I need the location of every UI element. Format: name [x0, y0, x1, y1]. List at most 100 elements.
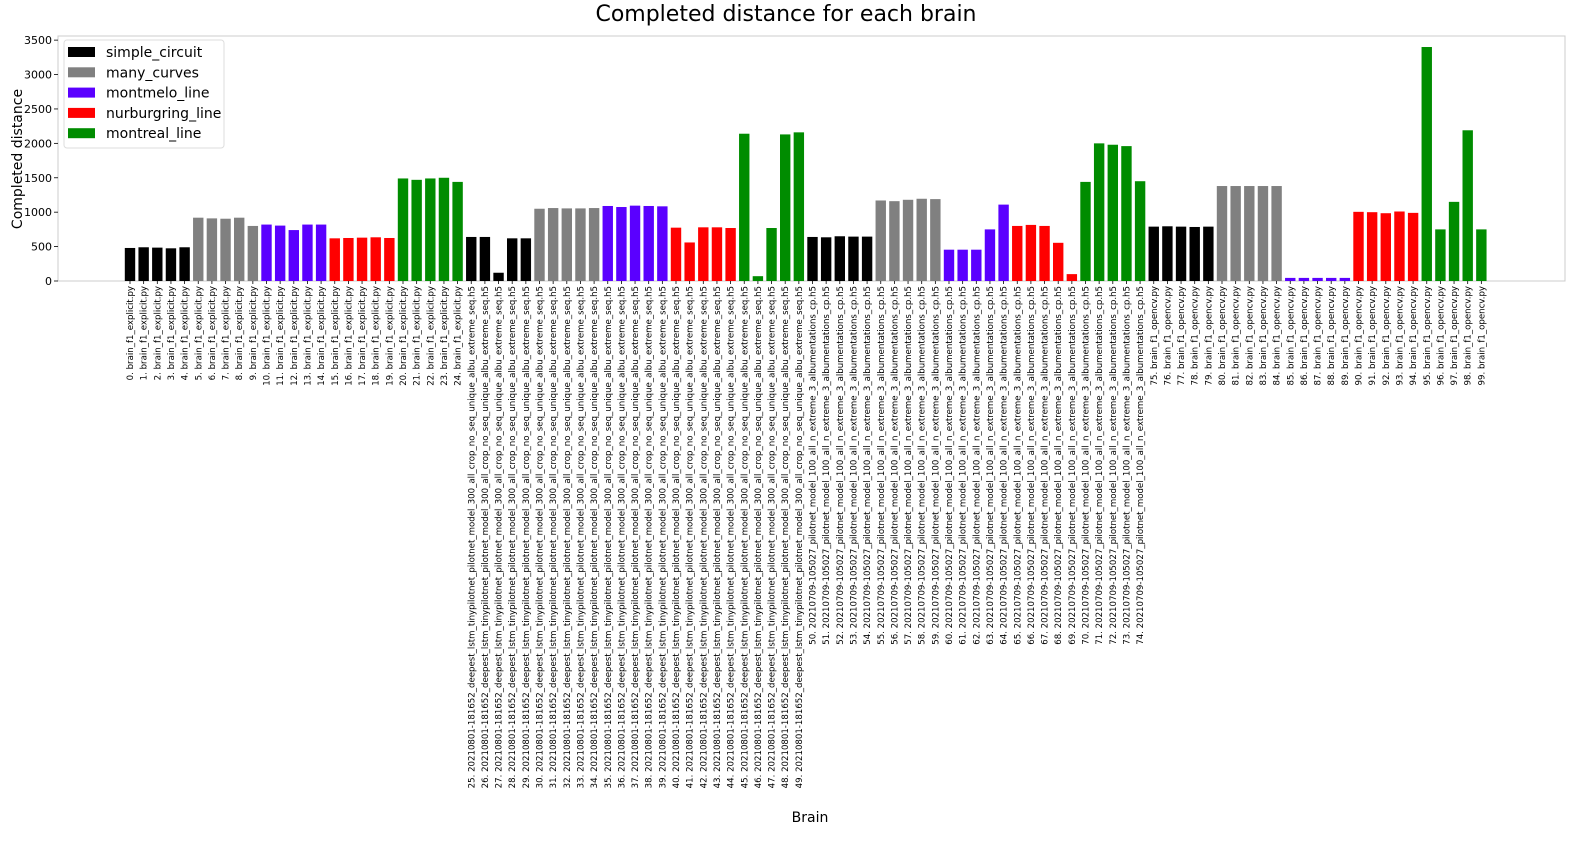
bar: [124, 247, 136, 281]
x-tick-label: 25. 20210801-181652_deepest_lstm_tinypil…: [467, 286, 477, 788]
x-tick-label: 34. 20210801-181652_deepest_lstm_tinypil…: [590, 286, 600, 788]
bar: [1121, 146, 1132, 281]
bar: [1476, 229, 1487, 281]
legend-swatch: [68, 67, 95, 78]
x-tick-label: 95. brain_f1_opencv.py: [1423, 286, 1433, 385]
bar: [1353, 211, 1364, 281]
x-tick-label: 36. 20210801-181652_deepest_lstm_tinypil…: [617, 286, 627, 788]
bar: [179, 247, 190, 281]
bar: [452, 181, 463, 281]
bar: [493, 272, 504, 281]
legend: simple_circuit many_curves montmelo_linenu…: [63, 39, 225, 149]
bar: [766, 228, 777, 281]
x-tick-label: 10. brain_f1_explicit.py: [263, 286, 273, 386]
x-tick-label: 63. 20210709-105027_pilotnet_model_100_a…: [986, 286, 996, 645]
x-tick-label: 45. 20210801-181652_deepest_lstm_tinypil…: [740, 286, 750, 788]
chart-title: Completed distance for each brain: [595, 2, 976, 27]
bar: [165, 248, 177, 281]
x-tick-label: 73. 20210709-105027_pilotnet_model_100_a…: [1122, 286, 1132, 645]
legend-swatch: [68, 128, 95, 139]
bar: [1407, 212, 1419, 281]
x-tick-label: 31. 20210801-181652_deepest_lstm_tinypil…: [549, 286, 559, 788]
y-tick-label: 0: [45, 275, 52, 288]
y-tick-label: 2500: [24, 103, 52, 116]
y-tick-label: 3000: [24, 69, 52, 82]
bar: [247, 225, 259, 281]
x-tick-label: 28. 20210801-181652_deepest_lstm_tinypil…: [508, 286, 518, 788]
bar: [602, 205, 613, 281]
x-tick-label: 6. brain_f1_explicit.py: [208, 286, 218, 380]
x-tick-label: 14. brain_f1_explicit.py: [317, 286, 327, 386]
legend-label: many_curves: [106, 65, 199, 81]
x-tick-label: 37. 20210801-181652_deepest_lstm_tinypil…: [631, 286, 641, 788]
x-tick-label: 97. brain_f1_opencv.py: [1450, 286, 1460, 385]
bar: [138, 247, 149, 281]
bar: [643, 205, 654, 281]
bar: [397, 178, 409, 281]
x-tick-label: 59. 20210709-105027_pilotnet_model_100_a…: [931, 286, 941, 645]
x-tick-label: 32. 20210801-181652_deepest_lstm_tinypil…: [563, 286, 573, 788]
bar: [1244, 186, 1255, 281]
x-tick-label: 76. brain_f1_opencv.py: [1163, 286, 1173, 385]
bar: [629, 205, 641, 281]
legend-swatch: [68, 47, 95, 57]
bar: [1312, 277, 1323, 281]
y-axis-label: Completed distance: [10, 89, 26, 229]
bar: [902, 199, 914, 281]
x-tick-label: 99. brain_f1_opencv.py: [1477, 286, 1487, 385]
bar: [1230, 186, 1241, 281]
bar: [206, 218, 218, 281]
legend-label: montmelo_line: [106, 86, 210, 102]
x-tick-label: 19. brain_f1_explicit.py: [385, 286, 395, 386]
x-tick-label: 21. brain_f1_explicit.py: [413, 286, 423, 386]
bar: [971, 249, 982, 281]
x-tick-label: 0. brain_f1_explicit.py: [126, 286, 136, 380]
x-tick-label: 64. 20210709-105027_pilotnet_model_100_a…: [1000, 286, 1010, 645]
x-tick-label: 90. brain_f1_opencv.py: [1355, 286, 1365, 385]
bar: [752, 276, 764, 281]
bar: [561, 208, 572, 281]
bar: [1025, 224, 1037, 281]
x-tick-label: 67. 20210709-105027_pilotnet_model_100_a…: [1041, 286, 1051, 645]
bar: [438, 177, 450, 281]
x-tick-label: 92. brain_f1_opencv.py: [1382, 286, 1392, 385]
bar: [261, 224, 272, 281]
x-tick-label: 55. 20210709-105027_pilotnet_model_100_a…: [877, 286, 887, 645]
x-tick-label: 79. brain_f1_opencv.py: [1204, 286, 1214, 385]
x-tick-label: 15. brain_f1_explicit.py: [331, 286, 341, 386]
bar: [1175, 226, 1187, 281]
x-tick-label: 1. brain_f1_explicit.py: [140, 286, 150, 380]
x-tick-label: 98. brain_f1_opencv.py: [1464, 286, 1474, 385]
x-tick-label: 22. brain_f1_explicit.py: [426, 286, 436, 386]
bar: [520, 238, 532, 281]
x-tick-label: 80. brain_f1_opencv.py: [1218, 286, 1228, 385]
x-tick-label: 12. brain_f1_explicit.py: [290, 286, 300, 386]
bar: [711, 227, 723, 281]
x-axis: 0. brain_f1_explicit.py 1. brain_f1_expli…: [126, 281, 1487, 788]
bar: [1394, 211, 1405, 281]
bar: [889, 201, 900, 281]
bar: [780, 134, 791, 281]
bar: [1039, 225, 1050, 281]
bar: [1257, 186, 1269, 281]
bar: [670, 227, 682, 281]
x-tick-label: 51. 20210709-105027_pilotnet_model_100_a…: [822, 286, 832, 645]
y-tick-label: 500: [31, 241, 52, 254]
x-tick-label: 43. 20210801-181652_deepest_lstm_tinypil…: [713, 286, 723, 788]
x-tick-label: 57. 20210709-105027_pilotnet_model_100_a…: [904, 286, 914, 645]
x-tick-label: 18. brain_f1_explicit.py: [372, 286, 382, 386]
bar: [943, 249, 955, 281]
x-tick-label: 94. brain_f1_opencv.py: [1409, 286, 1419, 385]
x-tick-label: 58. 20210709-105027_pilotnet_model_100_a…: [918, 286, 928, 645]
bar: [1148, 226, 1159, 281]
bar: [575, 208, 586, 281]
bar: [384, 237, 395, 281]
bar: [1080, 181, 1091, 281]
x-tick-label: 48. 20210801-181652_deepest_lstm_tinypil…: [781, 286, 791, 788]
bar: [848, 236, 859, 281]
bar: [425, 178, 436, 281]
bar: [1053, 242, 1064, 281]
x-tick-label: 62. 20210709-105027_pilotnet_model_100_a…: [972, 286, 982, 645]
